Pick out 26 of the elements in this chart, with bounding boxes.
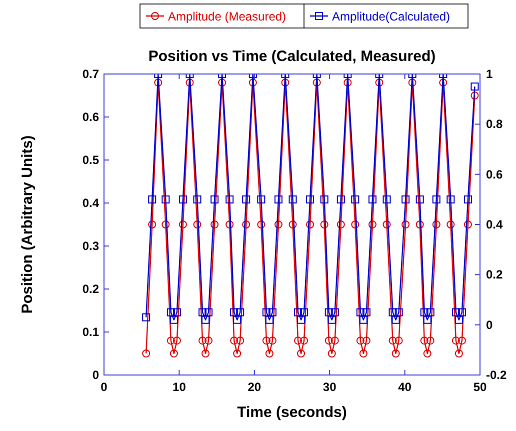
legend-label: Amplitude (Measured) bbox=[168, 10, 286, 24]
legend-label: Amplitude(Calculated) bbox=[332, 10, 450, 24]
y2-tick-label: 0.4 bbox=[486, 218, 504, 232]
x-tick-label: 10 bbox=[172, 380, 186, 394]
y-tick-label: 0.3 bbox=[82, 239, 100, 253]
x-axis-title: Time (seconds) bbox=[237, 404, 347, 421]
y-tick-label: 0.6 bbox=[82, 110, 100, 124]
y2-tick-label: 0.8 bbox=[486, 117, 504, 132]
y-tick-label: 0.5 bbox=[82, 153, 100, 167]
y-tick-label: 0.4 bbox=[82, 196, 100, 210]
y2-tick-label: 1 bbox=[486, 67, 493, 81]
x-tick-label: 0 bbox=[100, 380, 108, 394]
y2-tick-label: 0.2 bbox=[486, 268, 504, 282]
chart-title: Position vs Time (Calculated, Measured) bbox=[148, 48, 436, 65]
x-tick-label: 20 bbox=[248, 380, 262, 394]
x-tick-label: 40 bbox=[398, 380, 412, 394]
y-tick-label: 0.1 bbox=[82, 325, 100, 339]
y-axis-title: Position (Arbitrary Units) bbox=[19, 135, 36, 314]
y-tick-label: 0 bbox=[92, 368, 100, 382]
x-tick-label: 30 bbox=[322, 380, 337, 394]
y-tick-label: 0.2 bbox=[82, 282, 100, 296]
y-tick-label: 0.7 bbox=[82, 67, 100, 81]
y2-tick-label: -0.2 bbox=[486, 368, 508, 382]
y2-tick-label: 0 bbox=[486, 318, 493, 332]
y2-tick-label: 0.6 bbox=[486, 167, 504, 182]
x-tick-label: 50 bbox=[473, 380, 487, 394]
